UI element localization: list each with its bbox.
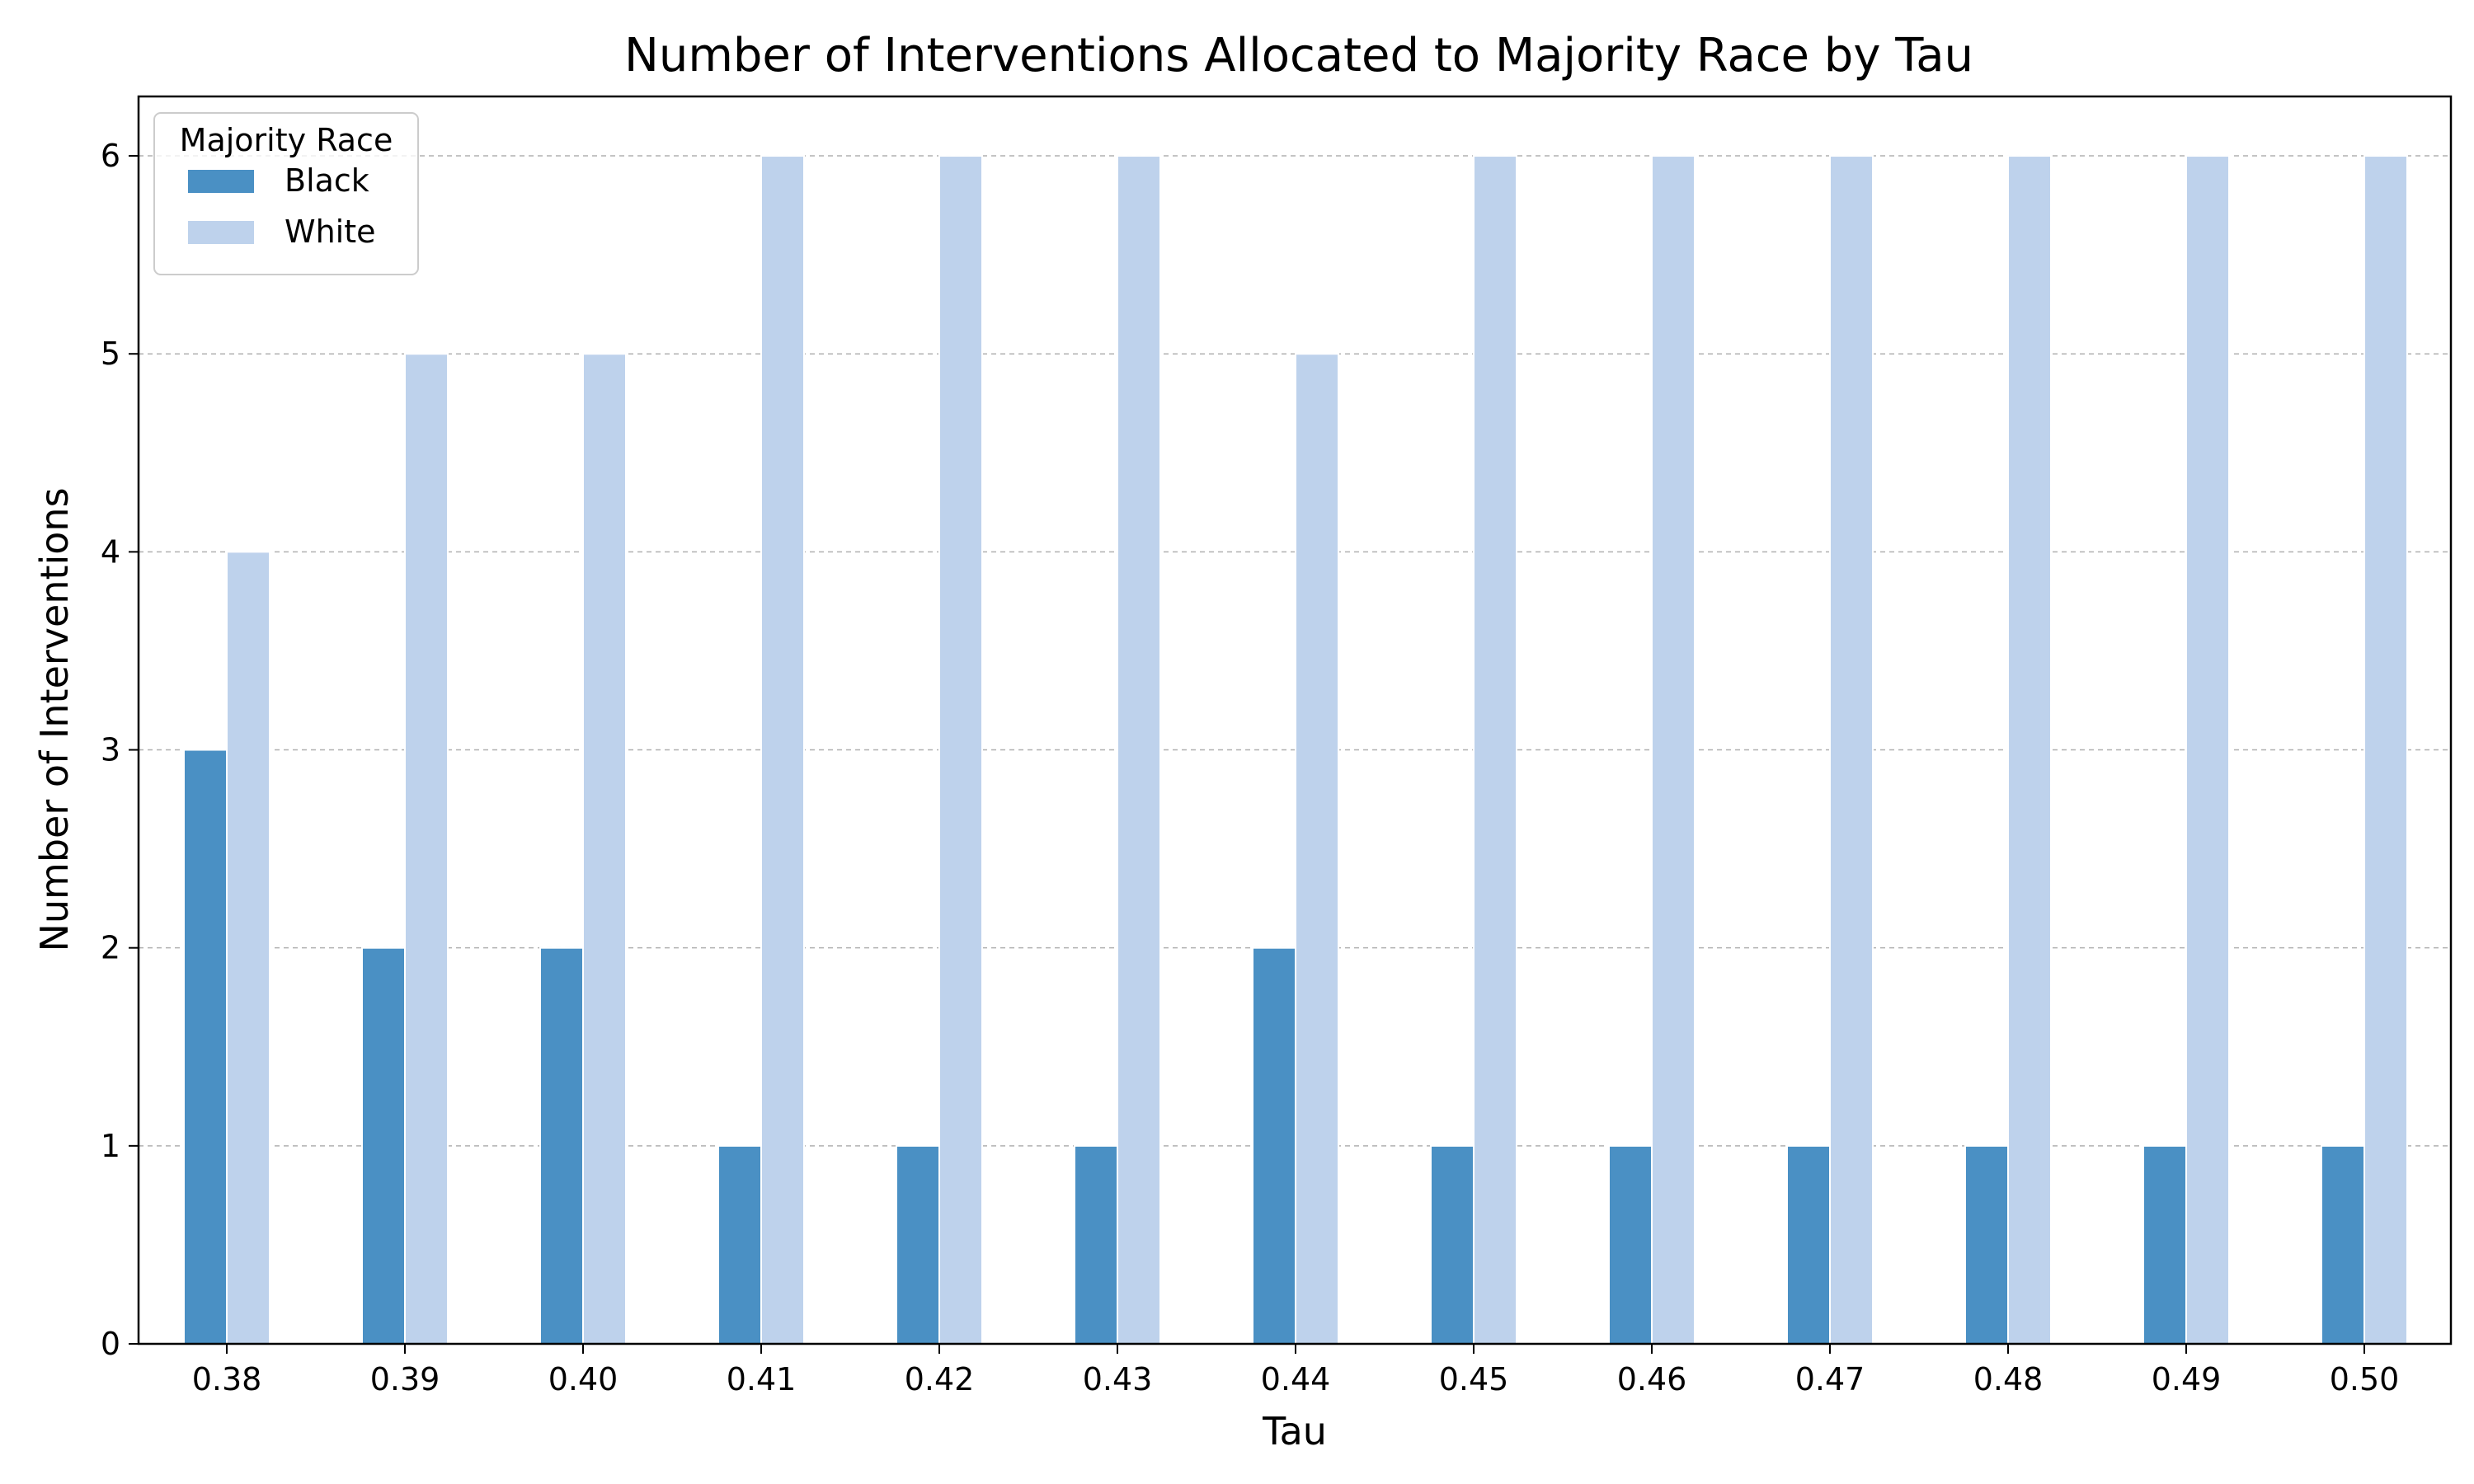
x-tick-label: 0.40 <box>548 1361 618 1397</box>
y-tick-label: 6 <box>101 138 120 174</box>
bar-black-0.40 <box>539 946 584 1345</box>
legend-items: Black White <box>188 162 376 250</box>
chart-title: Number of Interventions Allocated to Maj… <box>624 29 1973 82</box>
legend-swatch-black <box>188 170 254 193</box>
x-tick-label: 0.44 <box>1261 1361 1331 1397</box>
bar-white-0.43 <box>1117 155 1161 1345</box>
bar-black-0.44 <box>1252 946 1296 1345</box>
y-tick-label: 4 <box>101 533 120 570</box>
x-tick-label: 0.39 <box>370 1361 440 1397</box>
bar-white-0.46 <box>1651 155 1696 1345</box>
bar-white-0.47 <box>1829 155 1874 1345</box>
bar-black-0.38 <box>183 749 228 1345</box>
bars <box>183 155 2408 1345</box>
bar-white-0.42 <box>938 155 983 1345</box>
bar-black-0.48 <box>1964 1144 2009 1345</box>
bar-white-0.49 <box>2185 155 2230 1345</box>
y-tick-label: 2 <box>101 930 120 966</box>
legend-title: Majority Race <box>180 122 393 158</box>
y-tick-label: 1 <box>101 1128 120 1164</box>
y-tick-label: 3 <box>101 732 120 768</box>
bar-black-0.45 <box>1430 1144 1475 1345</box>
bar-black-0.39 <box>361 946 406 1345</box>
bar-black-0.46 <box>1608 1144 1653 1345</box>
legend-label-black: Black <box>285 162 369 199</box>
y-axis-label: Number of Interventions <box>32 487 77 951</box>
bar-white-0.39 <box>404 353 449 1345</box>
x-tick-label: 0.46 <box>1617 1361 1687 1397</box>
x-axis-ticks: 0.38 0.39 0.40 0.41 0.42 0.43 0.44 0.45 0.46 0.47… <box>192 1344 2400 1397</box>
x-axis-label: Tau <box>1262 1409 1327 1453</box>
x-tick-label: 0.38 <box>192 1361 262 1397</box>
x-tick-label: 0.43 <box>1083 1361 1153 1397</box>
x-tick-label: 0.50 <box>2330 1361 2400 1397</box>
x-tick-label: 0.47 <box>1795 1361 1865 1397</box>
bar-black-0.42 <box>896 1144 940 1345</box>
bar-white-0.45 <box>1473 155 1517 1345</box>
bar-white-0.41 <box>760 155 805 1345</box>
x-tick-label: 0.49 <box>2152 1361 2222 1397</box>
legend-swatch-white <box>188 221 254 244</box>
bar-black-0.41 <box>717 1144 762 1345</box>
bar-black-0.49 <box>2142 1144 2187 1345</box>
bar-black-0.47 <box>1786 1144 1831 1345</box>
x-tick-label: 0.45 <box>1439 1361 1509 1397</box>
bar-white-0.44 <box>1295 353 1339 1345</box>
legend-label-white: White <box>285 214 376 250</box>
bar-black-0.50 <box>2321 1144 2365 1345</box>
bar-white-0.38 <box>226 551 270 1345</box>
x-tick-label: 0.41 <box>727 1361 797 1397</box>
x-tick-label: 0.42 <box>905 1361 975 1397</box>
x-tick-label: 0.48 <box>1973 1361 2044 1397</box>
y-tick-label: 5 <box>101 336 120 372</box>
bar-white-0.40 <box>582 353 627 1345</box>
legend: Majority Race Black White <box>153 112 419 275</box>
y-axis-ticks: 0 1 2 3 4 5 6 <box>101 138 139 1362</box>
bar-white-0.48 <box>2007 155 2052 1345</box>
y-tick-label: 0 <box>101 1326 120 1362</box>
bar-black-0.43 <box>1074 1144 1118 1345</box>
bar-white-0.50 <box>2363 155 2408 1345</box>
